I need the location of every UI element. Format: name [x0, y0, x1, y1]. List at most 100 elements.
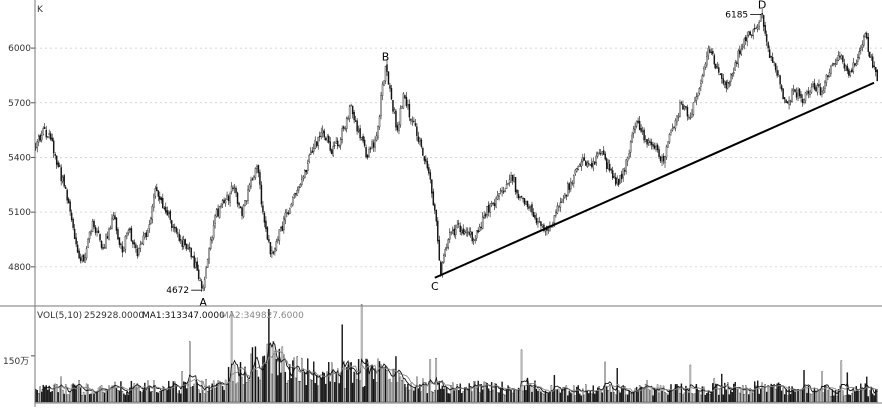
- candle-body: [452, 229, 454, 231]
- volume-bar: [673, 389, 675, 403]
- candle-body: [798, 88, 801, 96]
- candle-body: [150, 217, 152, 224]
- volume-bar: [423, 381, 426, 403]
- candle-body: [73, 228, 76, 239]
- volume-bar: [148, 385, 151, 403]
- candle-body: [374, 139, 376, 148]
- candle-body: [411, 120, 414, 123]
- volume-bar: [601, 392, 603, 403]
- volume-bar: [791, 386, 793, 403]
- volume-bar: [165, 389, 167, 403]
- candle-body: [265, 220, 267, 230]
- volume-bar: [79, 386, 82, 403]
- candle-body: [426, 161, 429, 169]
- volume-bar: [166, 389, 168, 403]
- volume-bar: [583, 394, 585, 403]
- volume-bar: [449, 393, 451, 403]
- candle-body: [656, 144, 659, 151]
- volume-bar: [411, 388, 414, 403]
- volume-bar: [381, 367, 384, 403]
- volume-bar: [36, 390, 38, 403]
- candle-body: [725, 81, 728, 89]
- candle-body: [60, 167, 62, 182]
- volume-bar: [571, 393, 574, 403]
- volume-bar: [256, 370, 258, 403]
- volume-bar: [323, 372, 325, 403]
- volume-bar: [472, 381, 475, 403]
- volume-bar: [259, 379, 261, 403]
- candle-body: [677, 115, 680, 118]
- volume-bar: [320, 377, 322, 403]
- volume-bar: [378, 361, 381, 403]
- candle-body: [417, 136, 420, 142]
- volume-bar: [487, 388, 490, 403]
- candle-body: [38, 135, 40, 143]
- volume-bar: [762, 385, 765, 403]
- candle-body: [238, 202, 240, 206]
- volume-bar: [634, 388, 636, 403]
- volume-bar: [84, 394, 86, 403]
- volume-bar: [241, 376, 243, 403]
- candle-body: [815, 87, 817, 92]
- candle-body: [157, 190, 160, 197]
- candle-body: [410, 118, 412, 121]
- volume-bar: [211, 383, 213, 403]
- volume-bar: [398, 373, 400, 403]
- candle-body: [510, 175, 512, 179]
- volume-bar: [236, 382, 239, 403]
- candle-body: [573, 175, 575, 184]
- volume-bar: [47, 389, 49, 403]
- volume-bar: [489, 390, 491, 403]
- volume-bar: [570, 392, 572, 403]
- candle-body: [356, 120, 358, 132]
- candle-body: [57, 162, 59, 167]
- candle-body: [831, 64, 834, 66]
- volume-bar: [872, 393, 874, 403]
- volume-bar: [100, 385, 103, 403]
- candle-body: [132, 240, 134, 245]
- candle-body: [345, 118, 348, 130]
- candle-body: [625, 159, 627, 173]
- candle-body: [463, 231, 466, 234]
- candle-body: [747, 31, 750, 36]
- candle-body: [429, 172, 432, 180]
- volume-bar: [360, 304, 363, 403]
- volume-bar: [508, 387, 511, 403]
- volume-bar: [631, 391, 633, 403]
- volume-bar: [380, 364, 382, 403]
- candle-body: [97, 230, 100, 234]
- volume-bar: [531, 391, 533, 403]
- candle-body: [561, 201, 563, 203]
- volume-bar: [214, 388, 216, 403]
- candle-body: [123, 250, 125, 252]
- candle-body: [434, 204, 436, 211]
- candle-body: [440, 261, 442, 275]
- volume-bar: [132, 386, 134, 403]
- volume-bar: [501, 381, 503, 403]
- candle-body: [102, 247, 104, 249]
- volume-bar: [287, 380, 290, 403]
- volume-bar: [761, 382, 763, 403]
- volume-bar: [839, 385, 841, 403]
- volume-bar: [736, 389, 738, 403]
- volume-bar: [613, 392, 615, 403]
- volume-bar: [779, 383, 781, 403]
- volume-bar: [368, 373, 370, 403]
- candle-body: [701, 75, 704, 82]
- candle-body: [66, 189, 68, 201]
- candle-body: [262, 205, 264, 213]
- candle-body: [749, 31, 751, 35]
- volume-bar: [156, 392, 158, 403]
- volume-bar: [502, 393, 505, 403]
- candle-body: [191, 256, 194, 258]
- candle-body: [247, 189, 249, 201]
- volume-bar: [674, 384, 677, 403]
- candle-body: [768, 49, 771, 58]
- volume-bar: [384, 366, 387, 403]
- candle-body: [416, 126, 418, 137]
- candle-body: [398, 124, 400, 132]
- candle-body: [688, 116, 690, 119]
- volume-bar: [765, 391, 768, 403]
- candle-body: [420, 139, 423, 147]
- volume-bar: [614, 394, 617, 403]
